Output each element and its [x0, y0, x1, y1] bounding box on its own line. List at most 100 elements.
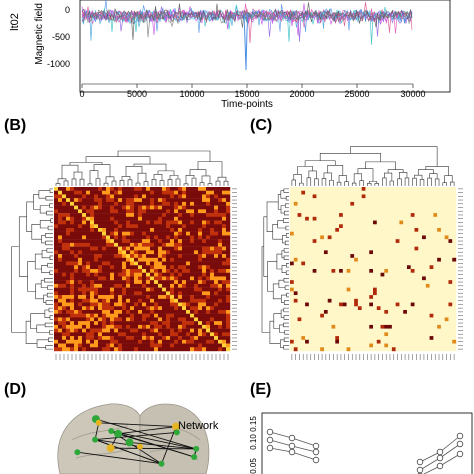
heatmap-cell: [110, 220, 115, 225]
heatmap-cell: [66, 332, 71, 337]
heatmap-cell: [448, 209, 453, 214]
heatmap-cell: [202, 228, 207, 232]
heatmap-cell: [78, 336, 83, 341]
heatmap-cell: [403, 287, 408, 292]
heatmap-cell: [418, 235, 423, 240]
heatmap-cell: [346, 283, 351, 288]
dendrogram-branch: [44, 278, 53, 283]
heatmap-cell: [102, 228, 107, 232]
heatmap-cell: [122, 336, 127, 341]
heatmap-cell: [361, 205, 366, 210]
heatmap-cell: [190, 231, 195, 236]
heatmap-cell: [305, 198, 310, 203]
heatmap-cell: [98, 269, 103, 273]
heatmap-cell: [146, 209, 151, 214]
heatmap-cell: [305, 235, 310, 240]
heatmap-cell: [448, 324, 453, 329]
heatmap-cell: [418, 246, 423, 251]
heatmap-cell: [110, 272, 115, 277]
heatmap-cell: [102, 231, 107, 236]
heatmap-cell: [376, 216, 381, 221]
heatmap-cell: [425, 317, 430, 322]
heatmap-cell: [190, 343, 195, 348]
heatmap-cells-c: [290, 187, 457, 352]
heatmap-cell: [226, 280, 231, 285]
heatmap-cell: [422, 265, 427, 270]
heatmap-cell: [98, 283, 103, 288]
heatmap-cell: [361, 242, 366, 247]
dendrogram-branch: [137, 172, 147, 184]
heatmap-cell: [98, 339, 103, 344]
heatmap-cell: [162, 336, 167, 341]
heatmap-cell: [126, 313, 131, 318]
heatmap-cell: [301, 339, 306, 344]
timeseries-traces: [81, 0, 413, 71]
heatmap-cell: [98, 313, 103, 318]
heatmap-cell: [391, 324, 396, 329]
heatmap-cell: [206, 302, 211, 307]
heatmap-cell: [62, 209, 67, 214]
heatmap-cell: [190, 313, 195, 318]
heatmap-cell: [357, 257, 362, 262]
heatmap-cell: [444, 261, 449, 266]
heatmap-cell: [290, 216, 294, 221]
heatmap-cell: [178, 269, 183, 273]
heatmap-cell: [301, 283, 306, 288]
heatmap-cell: [437, 228, 442, 232]
heatmap-cell: [388, 287, 393, 292]
heatmap-cell: [418, 242, 423, 247]
heatmap-cell: [365, 198, 370, 203]
heatmap-cell: [376, 224, 381, 229]
heatmap-cell: [437, 302, 442, 307]
heatmap-cell: [339, 190, 344, 195]
heatmap-cell: [214, 321, 219, 326]
heatmap-cell: [114, 313, 119, 318]
heatmap-cell: [202, 347, 207, 352]
heatmap-cell: [429, 194, 434, 199]
heatmap-cell: [162, 261, 167, 266]
brain-network-panel: Network: [57, 403, 219, 474]
heatmap-cell: [58, 198, 63, 203]
heatmap-cell: [98, 250, 103, 255]
heatmap-cell: [418, 298, 423, 303]
heatmap-cell: [369, 213, 374, 218]
heatmap-cell: [331, 287, 336, 292]
heatmap-cell: [406, 187, 411, 191]
heatmap-cell: [186, 194, 191, 199]
heatmap-cell: [166, 343, 171, 348]
heatmap-cell: [58, 220, 63, 225]
heatmap-cell: [206, 261, 211, 266]
heatmap-cell: [190, 272, 195, 277]
heatmap-cell: [365, 265, 370, 270]
heatmap-cell: [186, 339, 191, 344]
heatmap-cell: [308, 313, 313, 318]
heatmap-cell: [437, 336, 442, 341]
heatmap-cell: [422, 239, 427, 244]
heatmap-cell: [162, 276, 167, 281]
heatmap-cell: [448, 235, 453, 240]
heatmap-cell: [444, 269, 449, 273]
heatmap-cell: [342, 283, 347, 288]
heatmap-cell: [399, 324, 404, 329]
series-point: [288, 434, 296, 442]
heatmap-cell: [110, 250, 115, 255]
heatmap-cell: [346, 295, 351, 300]
heatmap-cell: [346, 239, 351, 244]
heatmap-cell: [418, 317, 423, 322]
heatmap-cell: [62, 298, 67, 303]
dendrogram-top-b: [55, 150, 229, 186]
heatmap-cell: [226, 213, 231, 218]
heatmap-cell: [297, 246, 302, 251]
heatmap-cell: [126, 198, 131, 203]
dendrogram-branch: [329, 179, 334, 186]
heatmap-cell: [174, 295, 179, 300]
heatmap-cell: [452, 317, 457, 322]
heatmap-cell: [327, 216, 332, 221]
heatmap-cell: [162, 287, 167, 292]
heatmap-cell: [174, 328, 179, 333]
heatmap-cell: [406, 235, 411, 240]
heatmap-cell: [312, 257, 317, 262]
heatmap-cell: [395, 328, 400, 333]
heatmap-cell: [410, 254, 415, 259]
heatmap-cell: [118, 231, 123, 236]
